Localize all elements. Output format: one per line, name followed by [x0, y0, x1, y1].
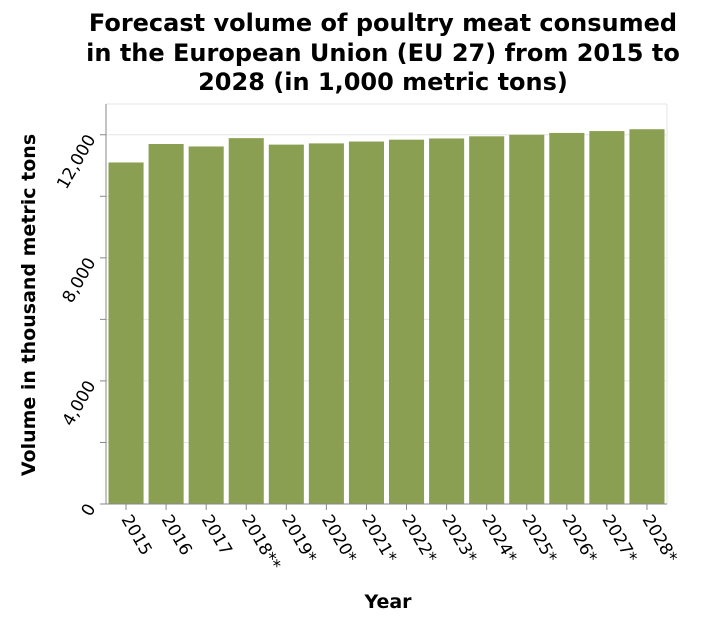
- bar-2016: [148, 144, 184, 504]
- y-tick-label: 12,000: [53, 131, 100, 193]
- bar-2027: [589, 131, 625, 505]
- chart-title-line-3: 2028 (in 1,000 metric tons): [198, 68, 568, 96]
- y-tick-label: 0: [78, 501, 101, 520]
- x-tick-label: 2022*: [397, 512, 440, 567]
- bar-2021: [348, 141, 384, 505]
- bar-2020: [308, 143, 344, 504]
- bar-2019: [268, 144, 304, 504]
- bar-2023: [429, 138, 465, 504]
- x-tick-label: 2024*: [477, 512, 520, 567]
- x-tick-label: 2016: [157, 512, 196, 559]
- y-tick-label: 4,000: [59, 377, 101, 429]
- bar-2024: [469, 136, 505, 505]
- y-axis-title: Volume in thousand metric tons: [18, 134, 40, 476]
- x-tick-label: 2015: [117, 512, 156, 559]
- bar-2026: [549, 132, 585, 504]
- bar-2018: [228, 138, 264, 504]
- x-tick-label: 2020*: [317, 512, 360, 567]
- x-tick-label: 2026*: [557, 512, 600, 567]
- x-tick-label: 2027*: [598, 512, 641, 567]
- x-tick-label: 2023*: [437, 512, 480, 567]
- x-tick-labels: 2015 2016 2017 2018**2019*2020*2021*2022*20…: [117, 512, 681, 574]
- y-tick-label: 8,000: [59, 254, 101, 306]
- chart-title-line-2: in the European Union (EU 27) from 2015 …: [86, 39, 680, 67]
- x-tick-label: 2017: [197, 512, 236, 559]
- bar-2028: [629, 129, 665, 504]
- bar-2022: [389, 139, 425, 504]
- x-tick-label: 2028*: [638, 512, 681, 567]
- y-tick-labels: 0 4,000 8,000 12,000: [53, 131, 100, 520]
- x-tick-label: 2025*: [517, 512, 560, 567]
- bar-2015: [108, 162, 144, 504]
- bar-2017: [188, 146, 224, 504]
- x-axis-title: Year: [363, 591, 412, 613]
- bar-2025: [509, 134, 545, 504]
- bars: [108, 129, 665, 505]
- x-tick-label: 2019*: [277, 512, 320, 567]
- chart-title-line-1: Forecast volume of poultry meat consumed: [89, 9, 677, 37]
- x-tick-label: 2021*: [357, 512, 400, 567]
- axes: [100, 104, 667, 510]
